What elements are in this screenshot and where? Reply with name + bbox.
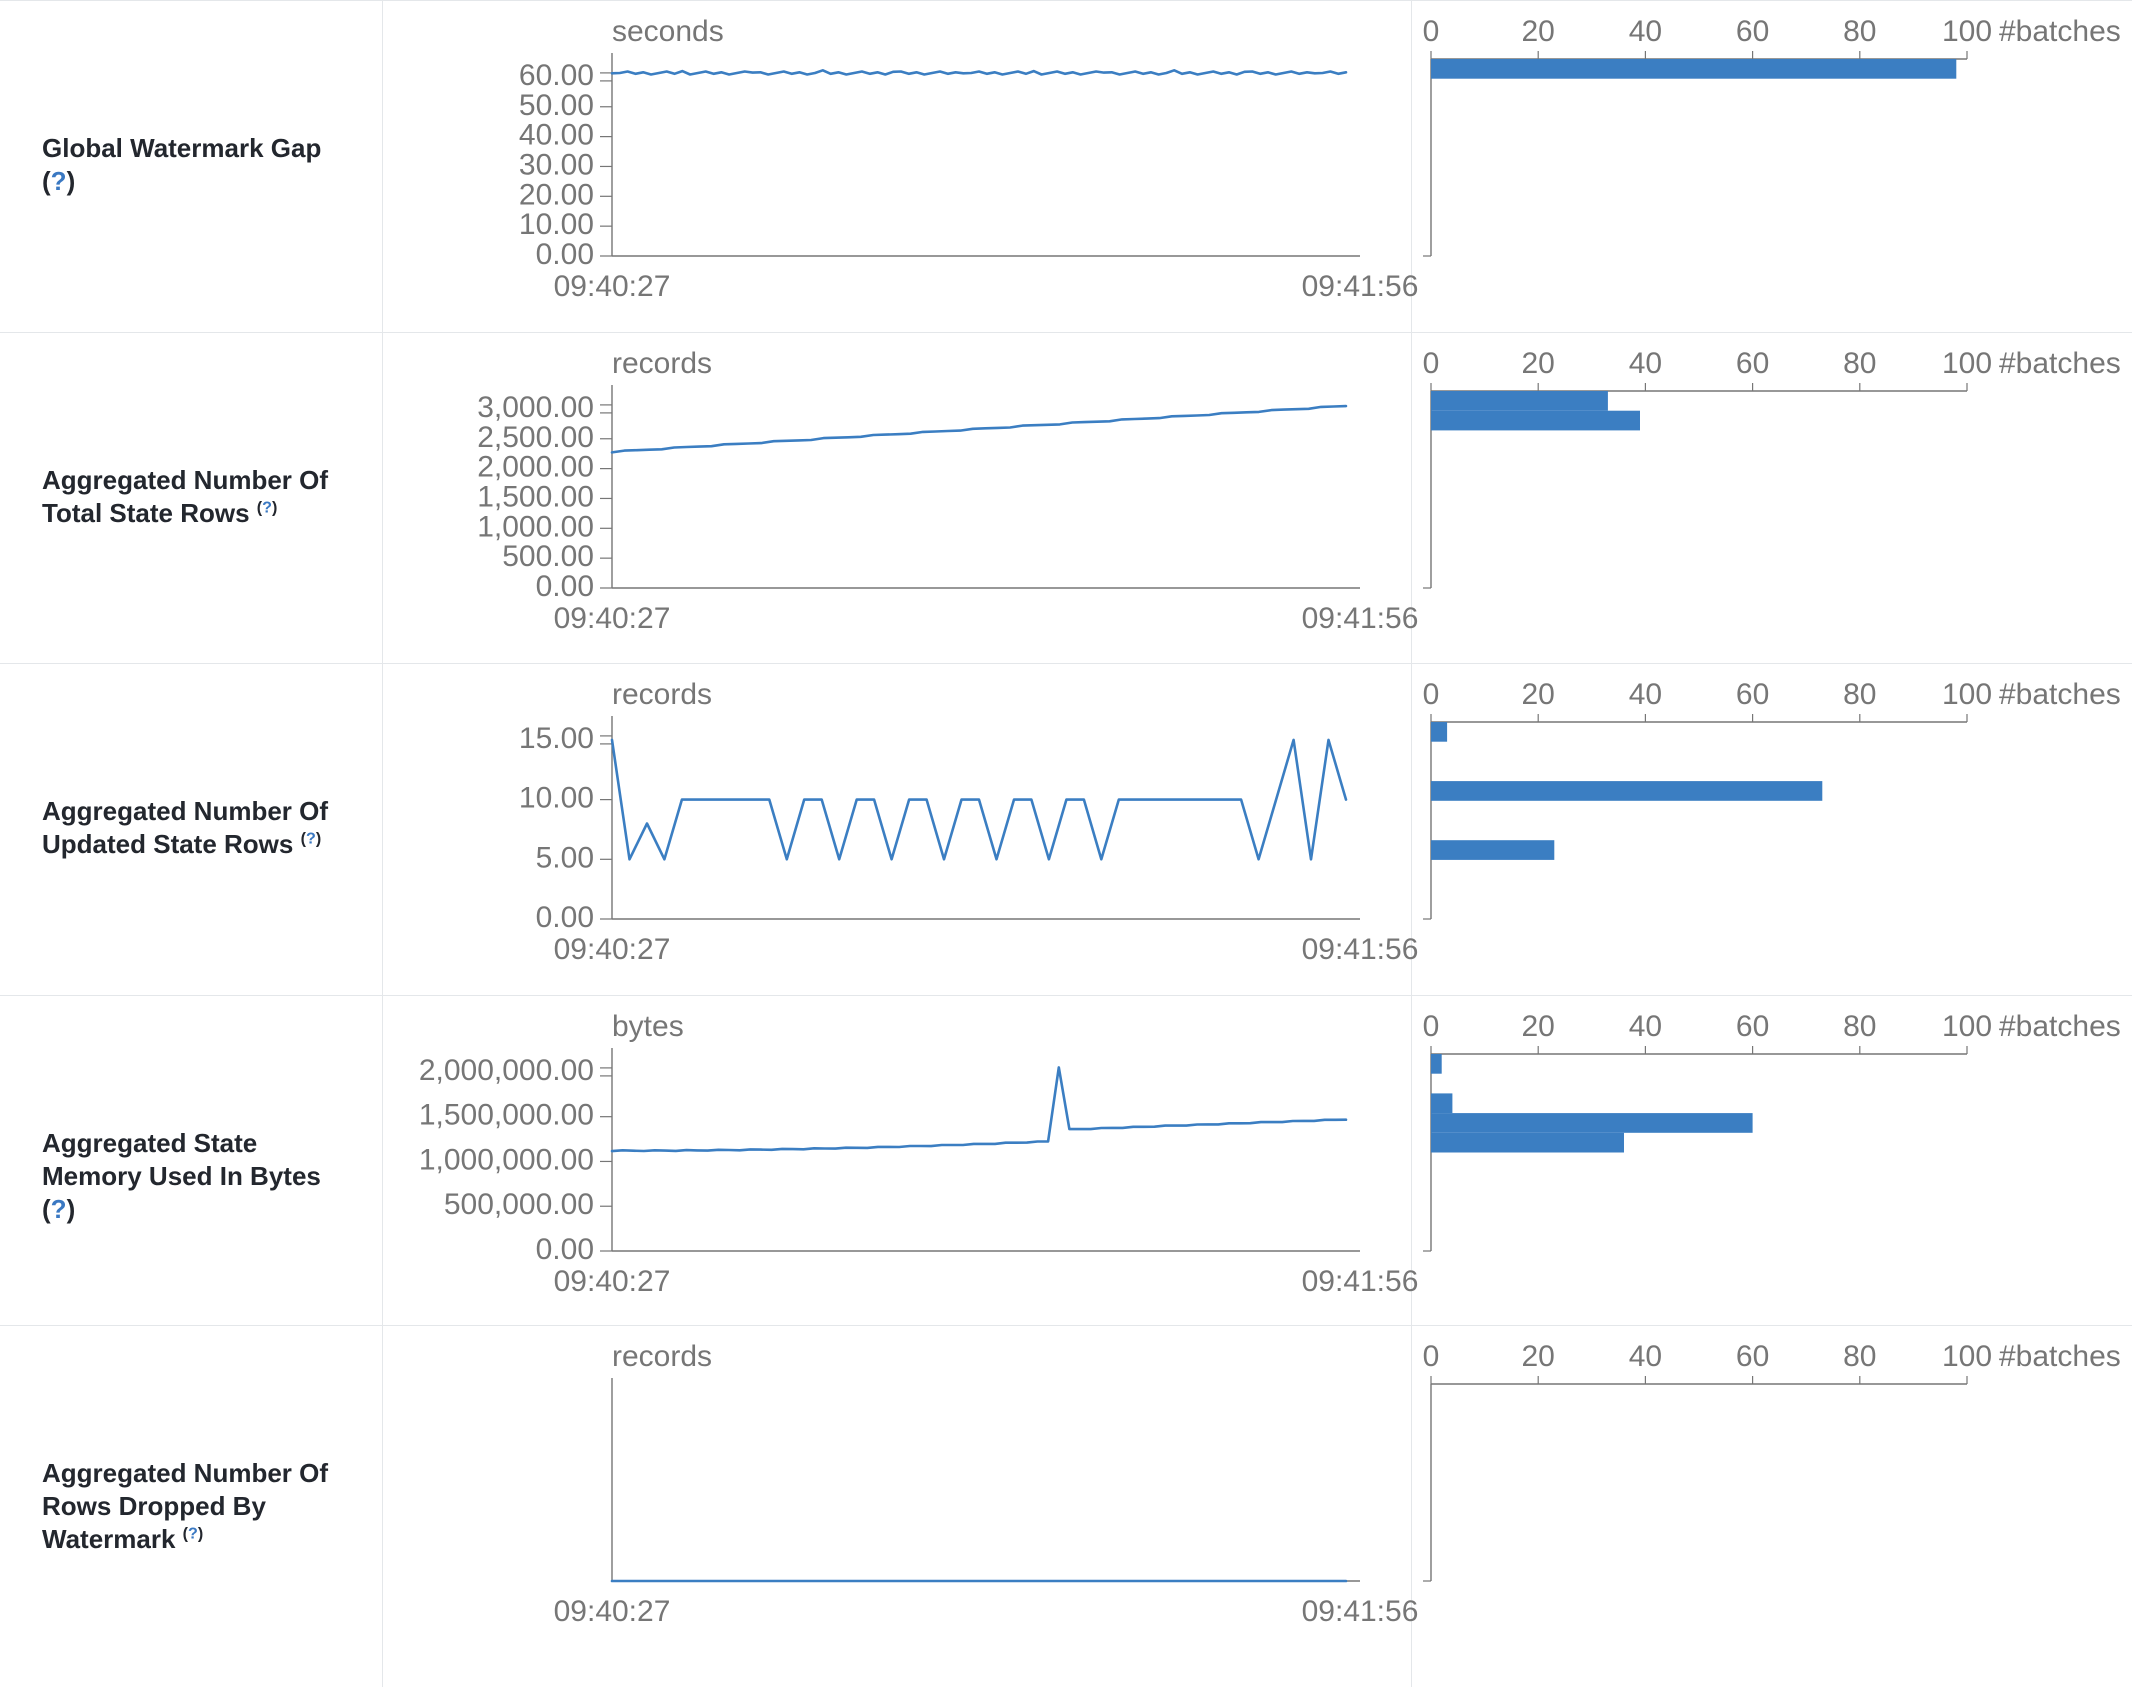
- svg-text:20: 20: [1522, 347, 1555, 380]
- svg-text:0: 0: [1423, 15, 1440, 48]
- svg-text:09:40:27: 09:40:27: [554, 933, 671, 966]
- svg-text:10.00: 10.00: [519, 782, 594, 815]
- svg-text:60.00: 60.00: [519, 59, 594, 92]
- svg-text:40: 40: [1629, 1340, 1662, 1373]
- svg-text:0.00: 0.00: [536, 238, 594, 271]
- svg-text:20.00: 20.00: [519, 178, 594, 211]
- svg-text:100: 100: [1942, 347, 1992, 380]
- svg-text:20: 20: [1522, 1010, 1555, 1043]
- svg-text:#batches: #batches: [1999, 1010, 2121, 1043]
- svg-text:09:40:27: 09:40:27: [554, 1595, 671, 1628]
- svg-text:09:40:27: 09:40:27: [554, 602, 671, 635]
- svg-text:0: 0: [1423, 347, 1440, 380]
- svg-text:5.00: 5.00: [536, 841, 594, 874]
- svg-text:100: 100: [1942, 15, 1992, 48]
- svg-text:80: 80: [1843, 1340, 1876, 1373]
- svg-text:records: records: [612, 1340, 712, 1373]
- svg-text:20: 20: [1522, 678, 1555, 711]
- svg-text:500.00: 500.00: [502, 540, 594, 573]
- svg-text:60: 60: [1736, 1010, 1769, 1043]
- svg-text:20: 20: [1522, 1340, 1555, 1373]
- svg-text:60: 60: [1736, 347, 1769, 380]
- svg-text:records: records: [612, 347, 712, 380]
- svg-text:40: 40: [1629, 678, 1662, 711]
- svg-text:100: 100: [1942, 1010, 1992, 1043]
- svg-text:09:41:56: 09:41:56: [1302, 602, 1419, 635]
- svg-text:10.00: 10.00: [519, 208, 594, 241]
- svg-text:1,000.00: 1,000.00: [477, 510, 594, 543]
- svg-text:#batches: #batches: [1999, 678, 2121, 711]
- svg-text:0: 0: [1423, 1340, 1440, 1373]
- svg-text:0.00: 0.00: [536, 1233, 594, 1266]
- svg-text:bytes: bytes: [612, 1010, 684, 1043]
- svg-text:#batches: #batches: [1999, 15, 2121, 48]
- svg-text:40.00: 40.00: [519, 119, 594, 152]
- svg-text:100: 100: [1942, 1340, 1992, 1373]
- svg-text:2,000,000.00: 2,000,000.00: [419, 1054, 594, 1087]
- svg-text:1,000,000.00: 1,000,000.00: [419, 1143, 594, 1176]
- svg-text:0: 0: [1423, 1010, 1440, 1043]
- svg-text:#batches: #batches: [1999, 1340, 2121, 1373]
- svg-text:80: 80: [1843, 1010, 1876, 1043]
- svg-text:09:41:56: 09:41:56: [1302, 1265, 1419, 1298]
- svg-text:40: 40: [1629, 347, 1662, 380]
- svg-text:09:41:56: 09:41:56: [1302, 270, 1419, 303]
- svg-text:1,500,000.00: 1,500,000.00: [419, 1099, 594, 1132]
- svg-text:15.00: 15.00: [519, 722, 594, 755]
- svg-text:40: 40: [1629, 15, 1662, 48]
- svg-text:2,500.00: 2,500.00: [477, 421, 594, 454]
- svg-text:20: 20: [1522, 15, 1555, 48]
- svg-text:#batches: #batches: [1999, 347, 2121, 380]
- svg-text:500,000.00: 500,000.00: [444, 1188, 594, 1221]
- svg-text:30.00: 30.00: [519, 148, 594, 181]
- svg-text:0.00: 0.00: [536, 901, 594, 934]
- svg-text:80: 80: [1843, 15, 1876, 48]
- svg-text:100: 100: [1942, 678, 1992, 711]
- svg-text:0.00: 0.00: [536, 570, 594, 603]
- svg-text:80: 80: [1843, 347, 1876, 380]
- svg-text:3,000.00: 3,000.00: [477, 391, 594, 424]
- svg-text:09:40:27: 09:40:27: [554, 1265, 671, 1298]
- svg-text:60: 60: [1736, 678, 1769, 711]
- svg-text:60: 60: [1736, 1340, 1769, 1373]
- svg-text:60: 60: [1736, 15, 1769, 48]
- svg-text:40: 40: [1629, 1010, 1662, 1043]
- svg-text:50.00: 50.00: [519, 89, 594, 122]
- svg-text:09:41:56: 09:41:56: [1302, 1595, 1419, 1628]
- svg-text:0: 0: [1423, 678, 1440, 711]
- svg-text:09:41:56: 09:41:56: [1302, 933, 1419, 966]
- svg-text:09:40:27: 09:40:27: [554, 270, 671, 303]
- svg-text:records: records: [612, 678, 712, 711]
- svg-text:2,000.00: 2,000.00: [477, 451, 594, 484]
- svg-text:80: 80: [1843, 678, 1876, 711]
- svg-text:1,500.00: 1,500.00: [477, 480, 594, 513]
- svg-text:seconds: seconds: [612, 15, 724, 48]
